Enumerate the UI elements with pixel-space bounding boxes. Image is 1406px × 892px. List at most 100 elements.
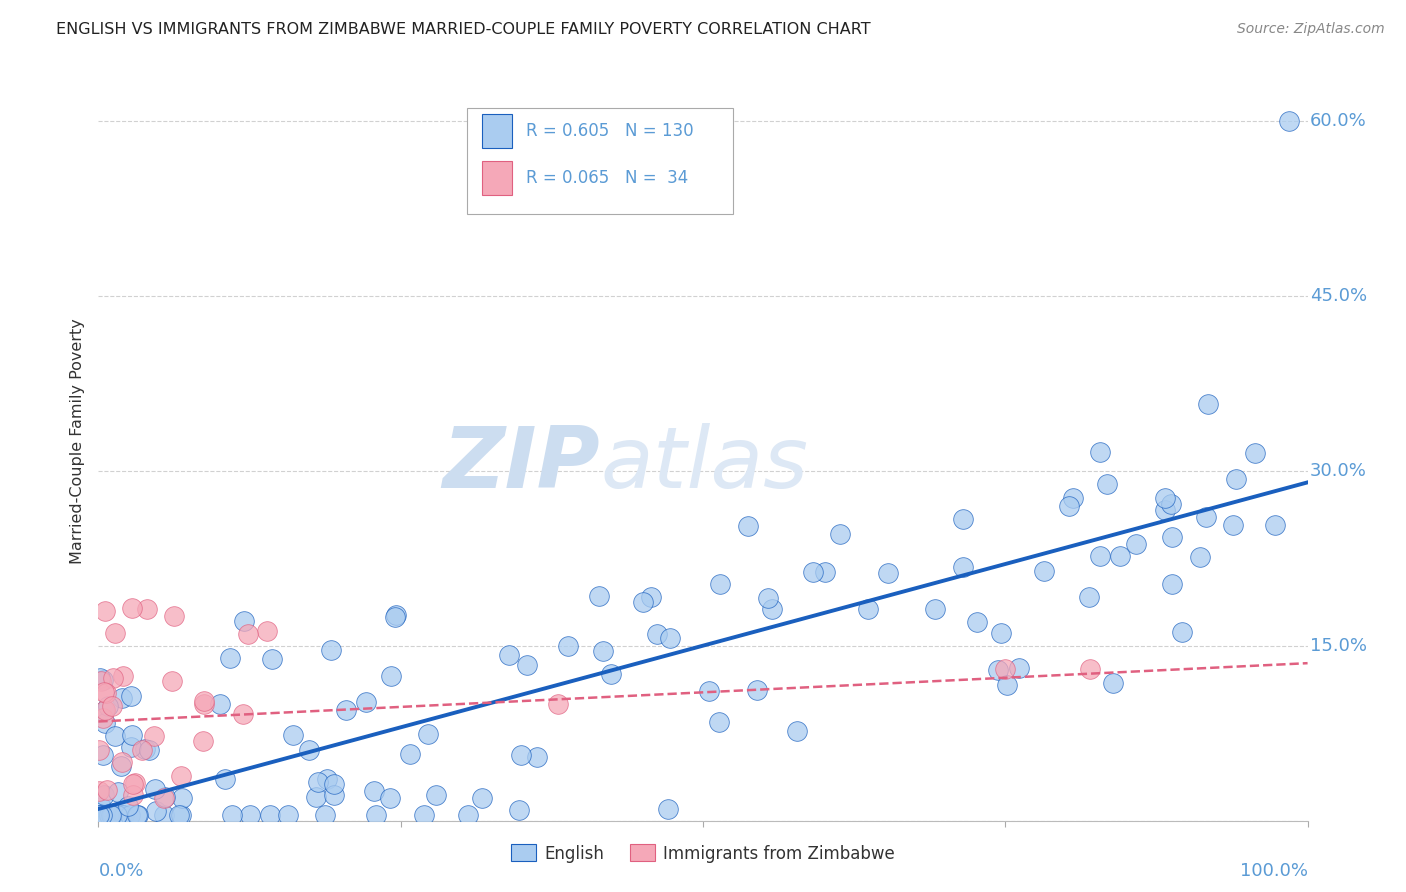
Point [364, 807, 387, 822]
Point [1059, 499, 1081, 513]
Point [93, 788, 115, 802]
Legend: English, Immigrants from Zimbabwe: English, Immigrants from Zimbabwe [505, 838, 901, 869]
Point [1102, 676, 1125, 690]
Point [384, 607, 406, 622]
Point [510, 747, 533, 762]
Point [90, 807, 112, 822]
Point [233, 615, 256, 629]
Point [1161, 530, 1184, 544]
Point [169, 807, 191, 822]
Point [193, 697, 215, 711]
Point [322, 788, 344, 802]
Point [193, 733, 215, 747]
Point [1008, 661, 1031, 675]
Point [89, 671, 111, 685]
Point [112, 669, 135, 683]
Point [112, 807, 135, 822]
Point [94, 716, 117, 731]
Point [104, 729, 127, 743]
Point [122, 789, 145, 803]
Point [153, 791, 176, 805]
Text: atlas: atlas [600, 423, 808, 506]
Point [134, 742, 156, 756]
Text: Source: ZipAtlas.com: Source: ZipAtlas.com [1237, 22, 1385, 37]
Point [786, 724, 808, 739]
Point [997, 678, 1019, 692]
Point [1109, 549, 1132, 564]
Point [319, 643, 342, 657]
Point [877, 566, 900, 581]
Point [107, 785, 129, 799]
Point [801, 565, 824, 579]
Point [262, 652, 284, 666]
Point [1264, 517, 1286, 532]
Point [238, 627, 260, 641]
Point [588, 589, 610, 603]
Text: ZIP: ZIP [443, 423, 600, 506]
Point [1225, 472, 1247, 486]
Point [633, 595, 655, 609]
Point [508, 803, 530, 817]
Point [143, 782, 166, 797]
Point [221, 807, 243, 822]
Point [153, 807, 176, 822]
Point [107, 807, 129, 822]
Point [131, 743, 153, 757]
Point [103, 626, 125, 640]
Point [1197, 397, 1219, 411]
Point [93, 685, 115, 699]
Point [1154, 491, 1177, 505]
Point [1062, 491, 1084, 505]
Point [952, 512, 974, 526]
Point [1033, 564, 1056, 578]
Point [745, 682, 768, 697]
Point [994, 662, 1017, 676]
Point [354, 695, 377, 709]
Point [470, 791, 492, 805]
Point [89, 784, 111, 798]
Point [314, 807, 336, 822]
Text: 100.0%: 100.0% [1240, 863, 1308, 880]
Point [1078, 662, 1101, 676]
Point [94, 703, 117, 717]
Point [90, 673, 112, 688]
Point [298, 743, 321, 757]
Point [425, 789, 447, 803]
Point [380, 669, 402, 683]
Point [323, 777, 346, 791]
Point [90, 800, 112, 814]
Point [1278, 113, 1301, 128]
Point [101, 698, 124, 713]
Point [170, 807, 193, 822]
Point [457, 807, 479, 822]
Point [1097, 477, 1119, 491]
Point [153, 790, 176, 805]
Point [89, 807, 111, 822]
Point [640, 590, 662, 604]
Point [1244, 446, 1267, 460]
Point [659, 631, 682, 645]
Text: 0.0%: 0.0% [98, 863, 143, 880]
Point [814, 566, 837, 580]
Point [127, 807, 149, 822]
Point [138, 742, 160, 756]
Point [380, 791, 402, 805]
Point [239, 807, 262, 822]
Point [416, 727, 439, 741]
Point [756, 591, 779, 605]
Text: ENGLISH VS IMMIGRANTS FROM ZIMBABWE MARRIED-COUPLE FAMILY POVERTY CORRELATION CH: ENGLISH VS IMMIGRANTS FROM ZIMBABWE MARR… [56, 22, 870, 37]
Point [526, 750, 548, 764]
Point [856, 601, 879, 615]
Point [135, 601, 157, 615]
Point [1125, 536, 1147, 550]
Point [214, 772, 236, 786]
Text: 60.0%: 60.0% [1310, 112, 1367, 129]
Point [91, 748, 114, 763]
Point [100, 807, 122, 822]
Point [305, 790, 328, 805]
Point [1077, 591, 1099, 605]
Point [592, 644, 614, 658]
Point [384, 610, 406, 624]
Point [97, 698, 120, 713]
Text: 15.0%: 15.0% [1310, 637, 1367, 655]
